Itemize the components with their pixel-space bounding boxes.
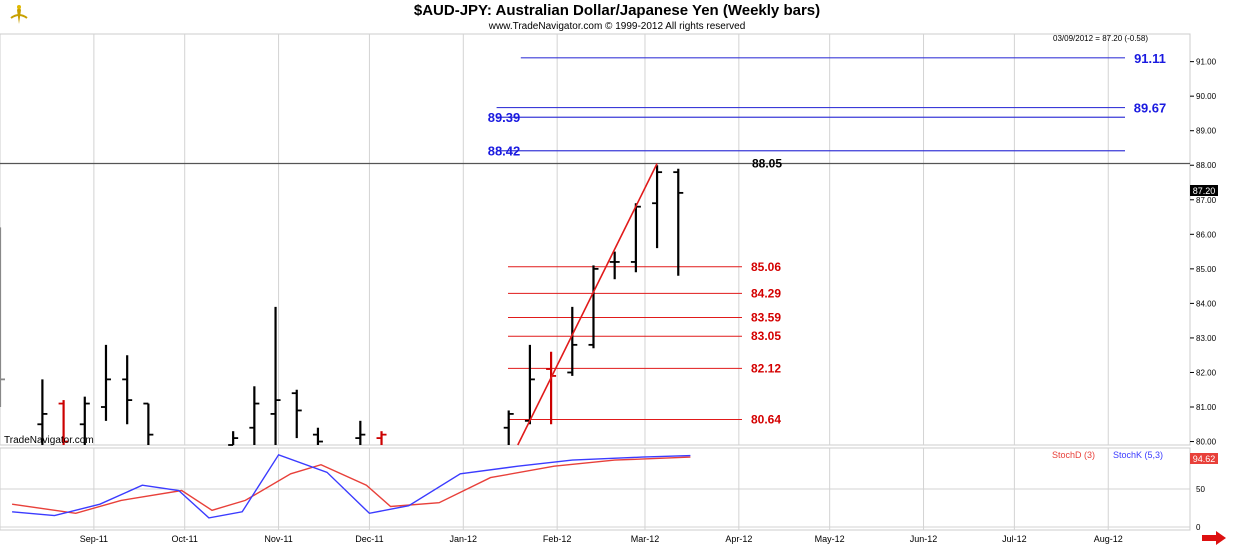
price-y-tick-label: 90.00 — [1196, 92, 1217, 101]
stochastics-y-axis: 0 50 — [1196, 485, 1205, 532]
price-y-tick-label: 85.00 — [1196, 265, 1217, 274]
x-tick-label: Apr-12 — [725, 534, 752, 544]
stochastics-plot — [12, 453, 691, 519]
last-price-badge-bg — [1190, 185, 1218, 196]
x-tick-label: Feb-12 — [543, 534, 572, 544]
stoch-y-tick-label: 50 — [1196, 485, 1205, 494]
x-tick-label: Mar-12 — [631, 534, 660, 544]
fib-line-label: 83.59 — [751, 311, 781, 325]
copyright-notice: www.TradeNavigator.com © 1999-2012 All r… — [488, 21, 746, 32]
fib-line-label: 82.12 — [751, 361, 781, 375]
target-line-label: 89.39 — [488, 110, 521, 125]
x-tick-label: Aug-12 — [1094, 534, 1123, 544]
fib-line-label: 83.05 — [751, 329, 781, 343]
price-plot: 88.05 91.11 89.67 89.39 88.42 85.06 84.29 83.59… — [0, 51, 1190, 446]
last-price-badge: 87.20 — [1193, 186, 1216, 196]
price-y-tick-label: 87.00 — [1196, 196, 1217, 205]
price-y-tick-label: 82.00 — [1196, 368, 1217, 377]
stochastics-grid — [0, 448, 1190, 530]
fib-line-label: 84.29 — [751, 286, 781, 300]
price-y-tick-label: 83.00 — [1196, 334, 1217, 343]
price-y-tick-label: 86.00 — [1196, 230, 1217, 239]
target-line-label: 89.67 — [1134, 101, 1167, 116]
stoch-line-stochd-3- — [12, 456, 691, 515]
legend-stochk: StochK (5,3) — [1113, 450, 1163, 460]
x-tick-label: Oct-11 — [172, 534, 198, 544]
stoch-badge-bg — [1190, 453, 1218, 464]
resistance-label: 88.05 — [752, 157, 782, 171]
chart-header: $AUD-JPY: Australian Dollar/Japanese Yen… — [0, 0, 1234, 34]
price-y-tick-label: 84.00 — [1196, 299, 1217, 308]
swing-trend-line — [517, 163, 658, 446]
price-y-tick-label: 81.00 — [1196, 403, 1217, 412]
x-tick-label: Jan-12 — [450, 534, 478, 544]
trade-navigator-logo-icon — [8, 4, 30, 31]
x-tick-label: May-12 — [815, 534, 845, 544]
scroll-right-arrow-icon[interactable] — [1200, 530, 1228, 551]
date-x-axis: Sep-11 Oct-11 Nov-11 Dec-11 Jan-12 Feb-12 Mar-… — [80, 534, 1123, 544]
stoch-y-tick-label: 0 — [1196, 523, 1201, 532]
fib-line-label: 85.06 — [751, 260, 781, 274]
chart-title: $AUD-JPY: Australian Dollar/Japanese Yen… — [413, 2, 821, 19]
x-tick-label: Sep-11 — [80, 534, 108, 544]
price-y-tick-label: 80.00 — [1196, 438, 1217, 447]
x-tick-label: Dec-11 — [355, 534, 383, 544]
stoch-line-stochk-5-3- — [12, 453, 691, 519]
x-tick-label: Jun-12 — [910, 534, 938, 544]
target-line-label: 91.11 — [1134, 51, 1166, 66]
legend-stochd: StochD (3) — [1052, 450, 1095, 460]
price-grid — [93, 34, 1109, 445]
watermark: TradeNavigator.com — [4, 435, 94, 446]
price-y-tick-label: 91.00 — [1196, 58, 1217, 67]
price-y-axis: 80.00 81.00 82.00 83.00 84.00 85.00 86.00 87.00… — [1190, 58, 1217, 447]
price-panel-frame — [0, 33, 1191, 446]
stoch-last-value-badge: 94.62 — [1193, 454, 1216, 464]
fib-line-label: 80.64 — [751, 412, 781, 426]
price-y-tick-label: 89.00 — [1196, 127, 1217, 136]
target-line-label: 88.42 — [488, 144, 521, 159]
x-tick-label: Nov-11 — [264, 534, 292, 544]
x-tick-label: Jul-12 — [1002, 534, 1027, 544]
price-y-tick-label: 88.00 — [1196, 161, 1217, 170]
current-price-readout: 03/09/2012 = 87.20 (-0.58) — [1053, 34, 1148, 43]
